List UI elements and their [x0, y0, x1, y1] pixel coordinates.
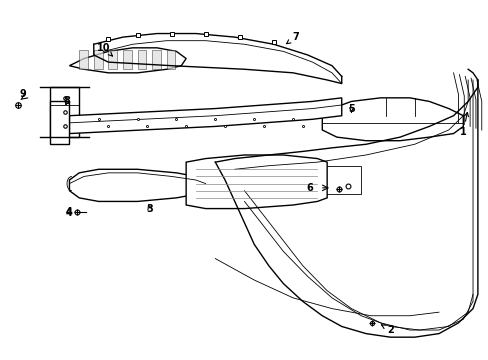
Polygon shape [50, 87, 79, 137]
Text: 10: 10 [97, 43, 112, 56]
Text: 8: 8 [63, 96, 70, 107]
Polygon shape [69, 169, 205, 202]
Polygon shape [322, 98, 462, 141]
FancyBboxPatch shape [152, 50, 161, 69]
Polygon shape [50, 102, 69, 144]
Text: 9: 9 [20, 89, 26, 99]
Text: 3: 3 [146, 203, 153, 213]
FancyBboxPatch shape [94, 50, 102, 69]
FancyBboxPatch shape [122, 50, 131, 69]
Text: 5: 5 [347, 104, 354, 113]
Text: 1: 1 [459, 112, 468, 137]
FancyBboxPatch shape [166, 50, 175, 69]
Text: 4: 4 [66, 208, 73, 218]
FancyBboxPatch shape [79, 50, 88, 69]
FancyBboxPatch shape [108, 50, 117, 69]
Text: 2: 2 [381, 325, 393, 335]
Polygon shape [69, 48, 186, 73]
Polygon shape [186, 155, 326, 208]
Text: 7: 7 [286, 32, 298, 44]
FancyBboxPatch shape [137, 50, 146, 69]
Polygon shape [69, 98, 341, 134]
Text: 6: 6 [306, 183, 313, 193]
Text: 4: 4 [66, 207, 73, 217]
FancyBboxPatch shape [273, 166, 361, 194]
